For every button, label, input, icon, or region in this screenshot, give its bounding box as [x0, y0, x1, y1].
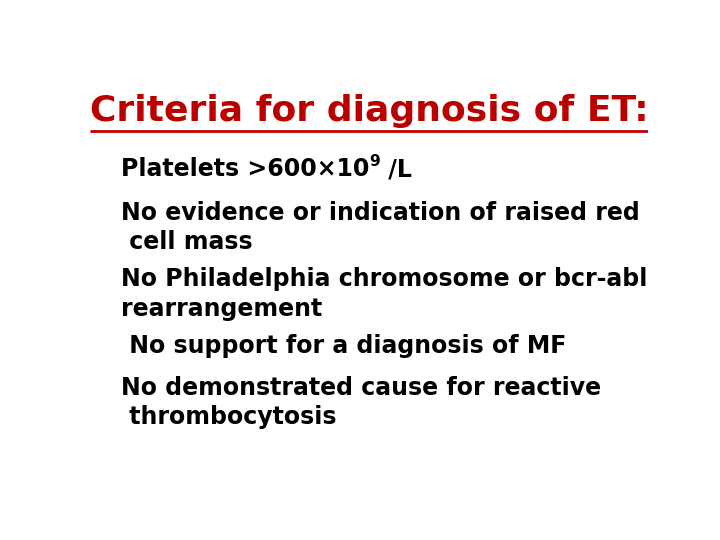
Text: Platelets >600×10: Platelets >600×10 [121, 157, 369, 181]
Text: 9: 9 [369, 154, 380, 169]
Text: Criteria for diagnosis of ET:: Criteria for diagnosis of ET: [90, 94, 648, 128]
Text: /L: /L [380, 157, 412, 181]
Text: cell mass: cell mass [121, 230, 252, 254]
Text: No demonstrated cause for reactive: No demonstrated cause for reactive [121, 375, 600, 400]
Text: rearrangement: rearrangement [121, 296, 322, 321]
Text: No evidence or indication of raised red: No evidence or indication of raised red [121, 201, 639, 225]
Text: No support for a diagnosis of MF: No support for a diagnosis of MF [121, 334, 566, 358]
Text: No Philadelphia chromosome or bcr-abl: No Philadelphia chromosome or bcr-abl [121, 267, 647, 292]
Text: thrombocytosis: thrombocytosis [121, 404, 336, 429]
